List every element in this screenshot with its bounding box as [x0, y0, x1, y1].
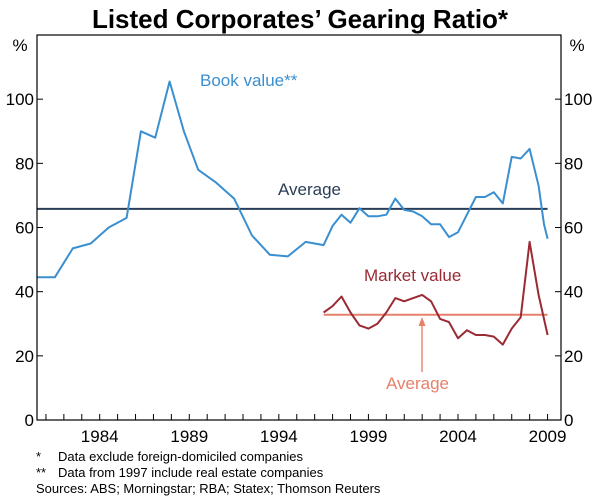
- footnote-2-marker: **: [36, 465, 47, 480]
- footnote-1-text: Data exclude foreign-domiciled companies: [58, 449, 303, 464]
- book-value-line: [37, 80, 549, 279]
- y-unit-right: %: [569, 36, 584, 55]
- y-tick-label-right: 40: [564, 283, 583, 302]
- y-tick-label-right: 20: [564, 347, 583, 366]
- y-tick-label-right: 100: [564, 90, 592, 109]
- series-lines-layer: [37, 80, 549, 346]
- y-tick-label-left: 0: [25, 411, 34, 430]
- x-tick-label: 1984: [81, 427, 119, 445]
- book-average-label: Average: [278, 180, 341, 199]
- market-average-label: Average: [386, 374, 449, 393]
- x-tick-label: 2009: [529, 427, 567, 445]
- axis-ticks-layer: 0 0 20 20 40 40 60 60 80 80 100 100 1984 1989 1994 1999…: [6, 90, 593, 445]
- x-tick-label: 1999: [350, 427, 388, 445]
- market-value-line: [323, 240, 549, 346]
- footnote-1: * Data exclude foreign-domiciled companie…: [36, 449, 303, 465]
- footnote-2: ** Data from 1997 include real estate com…: [36, 465, 323, 481]
- y-tick-label-left: 40: [15, 283, 34, 302]
- x-tick-label: 1994: [260, 427, 298, 445]
- footnote-2-text: Data from 1997 include real estate compa…: [58, 465, 324, 480]
- footnote-1-marker: *: [36, 449, 42, 464]
- market-value-label: Market value: [364, 266, 461, 285]
- y-unit-left: %: [12, 36, 27, 55]
- sources-line: Sources: ABS; Morningstar; RBA; Statex; …: [36, 481, 381, 496]
- x-tick-label: 1989: [170, 427, 208, 445]
- y-tick-label-left: 80: [15, 154, 34, 173]
- x-tick-label: 2004: [439, 427, 477, 445]
- y-tick-label-right: 80: [564, 154, 583, 173]
- chart-title: Listed Corporates’ Gearing Ratio*: [92, 4, 509, 34]
- y-tick-label-right: 60: [564, 219, 583, 238]
- market-average-arrowhead: [418, 317, 426, 326]
- book-value-label: Book value**: [200, 71, 298, 90]
- plot-frame: [36, 34, 562, 421]
- y-tick-label-left: 100: [6, 90, 34, 109]
- y-tick-label-left: 20: [15, 347, 34, 366]
- y-tick-label-left: 60: [15, 219, 34, 238]
- y-tick-label-right: 0: [564, 411, 573, 430]
